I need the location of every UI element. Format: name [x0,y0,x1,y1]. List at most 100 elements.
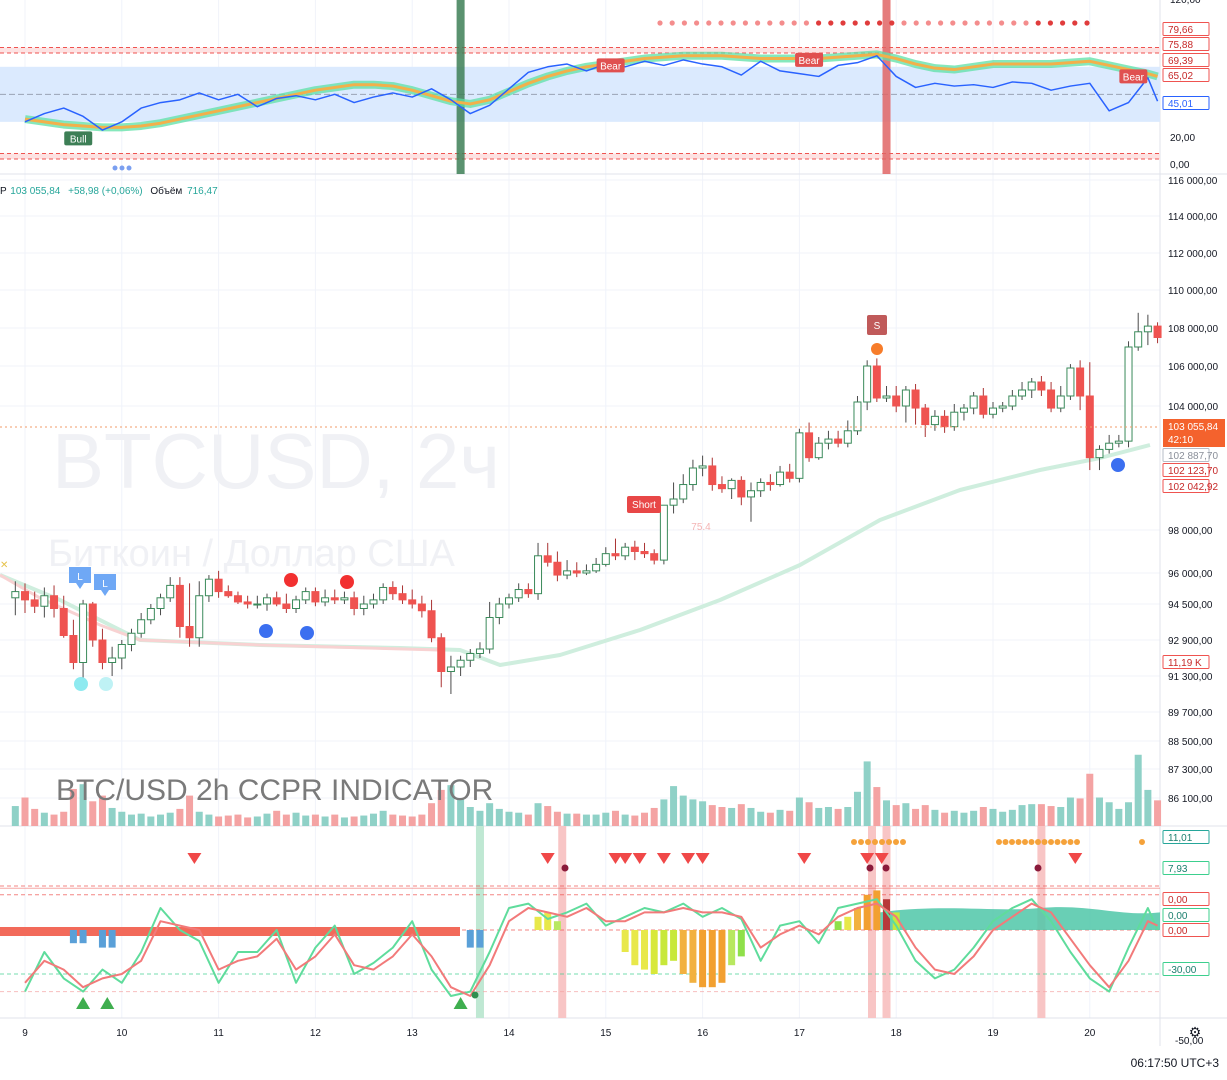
gear-icon[interactable]: ⚙ [1188,1023,1202,1040]
price-tag: 102 042,92 [1168,482,1218,493]
osc-bear-ribbon [0,927,460,936]
rsi-dot [816,20,822,26]
price-axis-tick: 91 300,00 [1168,672,1213,683]
rsi-dot [1023,20,1029,26]
time-axis-tick: 19 [987,1028,999,1039]
osc-event-bar [558,826,567,1018]
candle-body [398,593,407,601]
candle-body [475,648,484,654]
volume-bar [582,814,590,826]
osc-histogram-bar [69,930,77,944]
volume-bar [1028,804,1036,826]
candle-body [582,570,591,574]
candle-body [204,578,213,597]
candle-body [611,553,620,557]
volume-bar [747,807,755,826]
rsi-value-tag-box [1162,22,1210,36]
candle-body [185,626,194,639]
osc-dot [1048,839,1054,845]
candle-body [650,553,659,561]
rsi-value-tag-box [1162,96,1210,110]
volume-bars [11,754,1162,826]
osc-dot [1067,839,1074,845]
volume-bar [486,803,494,826]
osc-dot [900,839,906,845]
volume-bar [157,814,165,826]
volume-bar [31,808,39,826]
rsi-dot [112,165,118,171]
candle-body [766,481,775,486]
volume-bar [186,795,194,826]
buy-triangle [100,997,115,1009]
candle-body [524,589,533,595]
candle-body [292,599,301,609]
rsi-axis-tick: 120,00 [1170,0,1201,6]
candle-body [1076,367,1085,397]
volume-bar [340,817,348,826]
volume-bar [505,811,513,826]
volume-bar [660,799,668,826]
candle-body [224,591,233,597]
volume-bar [11,806,19,826]
volume-bar [544,806,552,826]
candle-body [166,584,175,599]
volume-bar [1076,798,1084,826]
candle-body [243,601,252,605]
volume-bar [1086,773,1094,826]
candle-body [1018,389,1027,397]
osc-dot [471,991,479,999]
volume-bar [69,788,77,826]
rsi-dot [657,20,663,26]
osc-histogram-bar [728,930,736,966]
rsi-signal-label: Bear [1123,72,1145,83]
volume-bar [311,814,319,826]
candles [11,312,1162,694]
volume-bar [79,784,87,826]
volume-bar [553,811,561,826]
volume-bar [418,814,426,826]
candle-body [40,595,49,607]
candle-body [263,597,271,605]
volume-bar [224,815,232,826]
rsi-dot [889,20,895,26]
volume-bar [302,815,310,826]
osc-value-tag: 0,00 [1168,895,1188,906]
osc-axis-tick: -50,00 [1175,1036,1204,1047]
candle-body [1066,367,1075,397]
candle-body [563,570,572,576]
volume-bar [853,791,861,826]
volume-bar [641,812,649,826]
overlay-title: BTC/USD 2h CCPR INDICATOR [56,774,493,807]
candle-body [640,551,649,555]
candle-body [969,395,978,409]
candle-body [1124,346,1133,442]
candle-body [495,603,504,618]
legend-prefix: P [0,186,7,197]
price-axis-tick: 92 900,00 [1168,636,1213,647]
price-axis-tick: 96 000,00 [1168,569,1213,580]
volume-bar [689,799,697,826]
volume-bar [728,807,736,826]
volume-bar [912,808,920,826]
candle-body [776,471,785,486]
volume-bar [60,811,68,826]
volume-bar [360,815,368,826]
time-readout[interactable]: 06:17:50 UTC+3 [1130,1056,1219,1070]
rsi-dot [767,20,773,26]
volume-bar [950,810,958,826]
sell-triangle [187,853,202,864]
price-axis-tick: 86 100,00 [1168,794,1213,805]
volume-bar [127,814,135,826]
volume-bar [592,814,600,826]
osc-dot [1009,839,1015,845]
volume-bar [1057,807,1065,826]
candle-body [127,632,136,645]
sell-dot [284,573,298,587]
osc-dot [1015,839,1022,845]
osc-histogram-bar [834,921,842,930]
time-axis-tick: 18 [891,1028,903,1039]
osc-dot [561,864,569,872]
osc-dot [1022,839,1028,845]
candle-body [572,570,581,574]
